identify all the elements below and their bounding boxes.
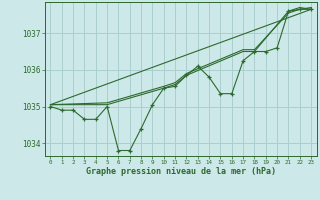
X-axis label: Graphe pression niveau de la mer (hPa): Graphe pression niveau de la mer (hPa) xyxy=(86,167,276,176)
